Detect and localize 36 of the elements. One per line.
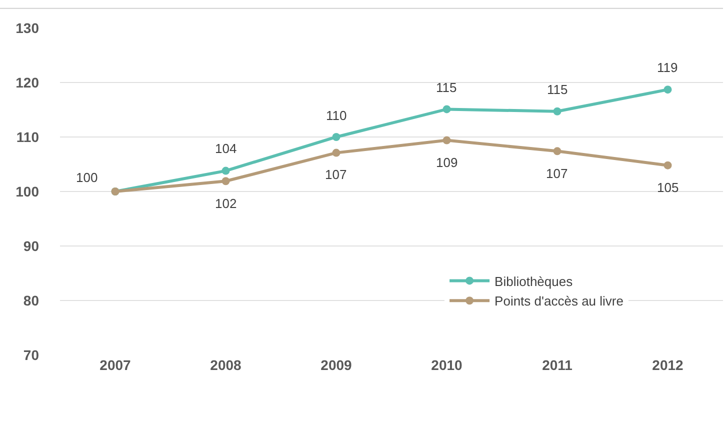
data-label: 105 (657, 180, 679, 195)
y-tick-label: 130 (16, 20, 40, 36)
point (222, 177, 230, 186)
point (442, 105, 451, 114)
y-tick-label: 100 (16, 183, 40, 200)
data-label: 109 (436, 155, 458, 170)
x-tick-label: 2011 (542, 357, 573, 373)
x-tick-label: 2008 (210, 357, 242, 373)
legend-label: Points d'accès au livre (494, 294, 624, 309)
y-tick-label: 120 (16, 74, 40, 90)
data-label: 100 (76, 170, 98, 185)
point (332, 133, 340, 141)
y-tick-label: 90 (23, 238, 40, 254)
point (553, 107, 562, 116)
data-label: 107 (546, 166, 568, 181)
point (442, 136, 451, 144)
data-label: 110 (326, 108, 347, 123)
point (222, 166, 230, 175)
x-tick-label: 2007 (100, 357, 132, 373)
data-label: 115 (436, 80, 457, 95)
x-tick-label: 2012 (652, 357, 684, 373)
data-label: 102 (215, 196, 237, 211)
data-label: 119 (657, 60, 678, 75)
data-label: 107 (325, 167, 347, 182)
y-tick-label: 110 (16, 128, 40, 145)
x-tick-label: 2009 (320, 357, 352, 373)
y-tick-label: 70 (23, 346, 40, 363)
legend-label: Bibliothèques (494, 274, 574, 289)
data-label: 115 (547, 82, 568, 97)
data-label: 104 (215, 141, 237, 156)
point (332, 148, 340, 157)
point (553, 147, 562, 156)
y-tick-label: 80 (23, 292, 40, 308)
point (664, 86, 672, 94)
point (664, 161, 672, 170)
x-tick-label: 2010 (431, 357, 463, 373)
